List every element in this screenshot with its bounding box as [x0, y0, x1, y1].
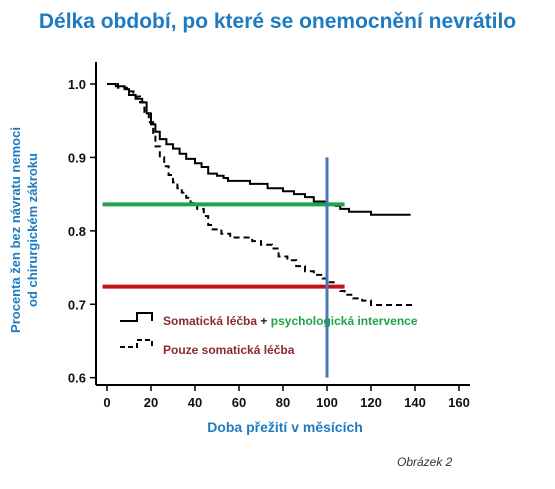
- figure-caption: Obrázek 2: [397, 455, 453, 469]
- x-tick-label: 0: [103, 395, 110, 410]
- ticks: 0 20 40 60 80 100 120 140 160 0.6 0.7 0.8 0.9 1.0: [68, 77, 470, 410]
- series-line-combined: [107, 83, 411, 216]
- legend-entry-combined-part1: Somatická léčba: [163, 314, 258, 328]
- y-tick-label: 0.6: [68, 371, 86, 386]
- legend-entry-somatic-only: Pouze somatická léčba: [163, 343, 295, 357]
- x-tick-label: 40: [188, 395, 202, 410]
- axes: [95, 62, 470, 386]
- chart-title: Délka období, po které se onemocnění nev…: [38, 10, 517, 33]
- series-line-somatic-only: [107, 83, 415, 306]
- legend-line-dashed: [120, 339, 153, 348]
- x-tick-label: 120: [360, 395, 382, 410]
- x-tick-label: 100: [316, 395, 338, 410]
- x-tick-label: 60: [232, 395, 246, 410]
- y-tick-label: 0.8: [68, 224, 86, 239]
- x-tick-label: 160: [448, 395, 470, 410]
- y-tick-label: 1.0: [68, 77, 86, 92]
- legend-lines: [120, 312, 153, 348]
- x-axis-title: Doba přežití v měsících: [207, 419, 363, 435]
- x-tick-label: 80: [276, 395, 290, 410]
- legend-entry-combined-plus: +: [260, 314, 268, 328]
- y-tick-label: 0.7: [68, 297, 86, 312]
- series-group: [107, 83, 415, 306]
- x-tick-label: 20: [144, 395, 158, 410]
- y-tick-label: 0.9: [68, 150, 86, 165]
- legend-line-solid: [120, 312, 153, 322]
- x-tick-label: 140: [404, 395, 426, 410]
- legend-entry-combined: Somatická léčba + psychologická interven…: [163, 314, 418, 328]
- legend-entry-combined-part2: psychologická intervence: [270, 314, 418, 328]
- reference-lines: [102, 157, 345, 378]
